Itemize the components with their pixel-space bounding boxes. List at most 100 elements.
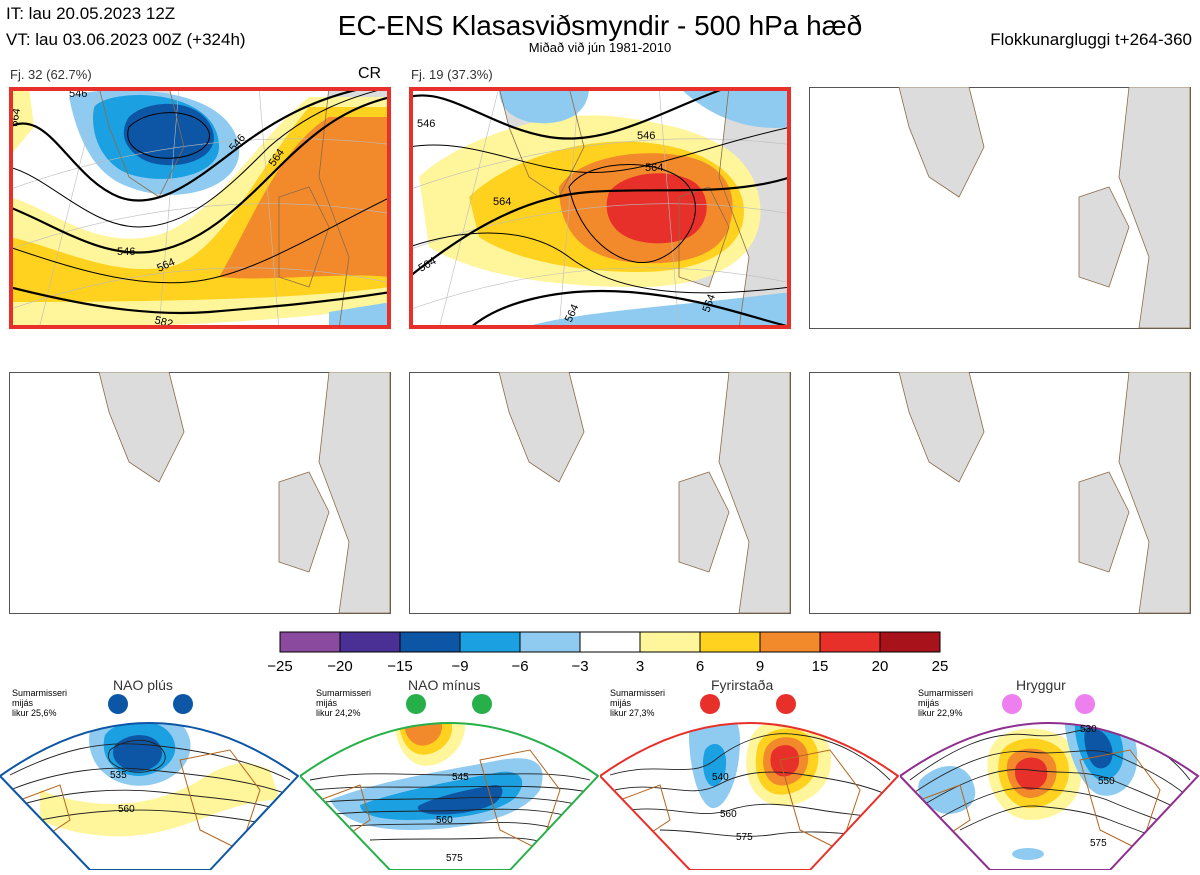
regime-anomaly-neg-inner [113,735,163,772]
regime-anomaly-neg-inner [702,744,727,787]
cluster-map-2: 546 546 564 564 564 564 564 [409,87,791,329]
regime-contour [19,789,281,811]
regime-contour [369,837,551,846]
cluster-highlight-frame [409,87,791,329]
colorbar-tick-label: 3 [636,658,644,675]
regime-contour [334,808,571,818]
land [898,372,1191,614]
regime-dot [173,694,193,714]
contour-label: 564 [701,293,719,314]
regime-ridge-svg: 530 550 575 [898,694,1200,871]
page-title: EC-ENS Klasasviðsmyndir - 500 hPa hæð [337,10,863,41]
contour-thin [9,196,391,284]
contour-label: 564 [493,196,511,208]
anomaly-fill-9to15 [219,117,391,279]
panel-1-label: Fj. 32 (62.7%) [10,67,92,82]
colorbar-swatch [699,631,761,653]
initial-time: IT: lau 20.05.2023 12Z [6,4,176,23]
regime-info: Sumarmisseri mijás likur 25,6% [12,688,68,718]
colorbar-tick-label: 6 [696,658,704,675]
anomaly-fill-neg-ne [679,87,791,128]
regime-anomaly-pos-core [1014,757,1048,790]
regime-dot [700,694,720,714]
regime-dot [108,694,128,714]
cluster-map-2-svg: 546 546 564 564 564 564 564 [409,87,791,329]
regime-contour [609,733,891,781]
colorbar-tick-label: 20 [872,658,889,675]
regime-contour [939,787,1171,826]
colorbar-swatch [279,631,341,653]
cluster-map-4 [9,372,391,614]
graticule-line [9,138,391,190]
regime-info: Sumarmisseri mijás likur 24,2% [316,688,372,718]
graticule-line [409,138,791,190]
empty-map-svg [809,87,1191,329]
regime-blocking: 540 560 575 Fyrirstaða Sumarmisseri mijá… [598,677,900,871]
regime-contour [629,803,881,821]
valid-time: VT: lau 03.06.2023 00Z (+324h) [6,30,246,49]
classification-window: Flokkunargluggi t+264-360 [990,30,1192,49]
colorbar-tick-label: −3 [571,658,588,675]
regime-info: Sumarmisseri mijás likur 22,9% [918,688,974,718]
contour-label: 546 [117,246,135,258]
page-subtitle: Miðað við jún 1981-2010 [528,40,672,55]
graticule-line [9,203,391,250]
contour-564 [9,95,391,254]
regime-nao-plus: 535 560 NAO plús Sumarmisseri mijás liku… [0,677,300,871]
regime-contour-label: 560 [118,804,135,815]
panel-1-regime-code: CR [358,65,382,82]
regime-dot [472,694,492,714]
contour-label: 546 [637,130,655,142]
contour-high-center [568,164,696,264]
regime-dot [1002,694,1022,714]
regime-title: NAO plús [113,677,173,693]
contour-546 [9,87,370,202]
regime-contour [9,743,291,781]
cluster-map-3 [809,87,1191,329]
contour-low-center [127,112,210,159]
colorbar-swatch [759,631,821,653]
regime-nao-minus: 545 560 575 NAO mínus Sumarmisseri mijás… [298,677,600,871]
regime-dot [1075,694,1095,714]
regime-contour [324,796,581,806]
anomaly-fill-neg-south [519,292,791,329]
colorbar-tick-label: −6 [511,658,528,675]
colorbar-tick-label: 15 [812,658,829,675]
regime-contour-label: 550 [1098,776,1115,787]
regime-contour [314,785,589,793]
regime-anomaly-neg-inner [417,785,503,815]
regime-contour [9,767,291,796]
land [98,372,391,614]
graticule-line [158,87,180,329]
contour-thin [409,232,791,294]
regime-blocking-svg: 540 560 575 [598,694,900,871]
regime-contour-label: 560 [436,815,453,826]
graticule-line [38,87,100,329]
regime-anomaly-positive [40,763,280,837]
regime-title: Fyrirstaða [711,677,774,693]
regime-title: NAO mínus [408,677,481,693]
colorbar-swatch [879,631,941,653]
regime-contour-label: 545 [452,772,469,783]
anomaly-fill-3to6-west [9,87,34,157]
colorbar-tick-label: −15 [387,658,412,675]
colorbar-swatch [639,631,701,653]
regime-anomaly-neg-inner [1084,728,1113,769]
graticule-line [258,87,280,329]
regime-dot [776,694,796,714]
cluster-map-5 [409,372,791,614]
regime-title: Hryggur [1016,677,1066,693]
regime-contour-label: 535 [110,770,127,781]
empty-map-svg [9,372,391,614]
regime-contour-label: 530 [1080,724,1097,735]
regime-contour [107,739,166,773]
colorbar-swatch [339,631,401,653]
regime-contour-label: 560 [720,809,737,820]
panel-2-label: Fj. 19 (37.3%) [411,67,493,82]
regime-contour [614,771,889,796]
land [498,372,791,614]
contour-thin [9,87,391,228]
regime-dot [406,694,426,714]
regime-contour [39,809,271,826]
graticule-line [558,87,580,329]
